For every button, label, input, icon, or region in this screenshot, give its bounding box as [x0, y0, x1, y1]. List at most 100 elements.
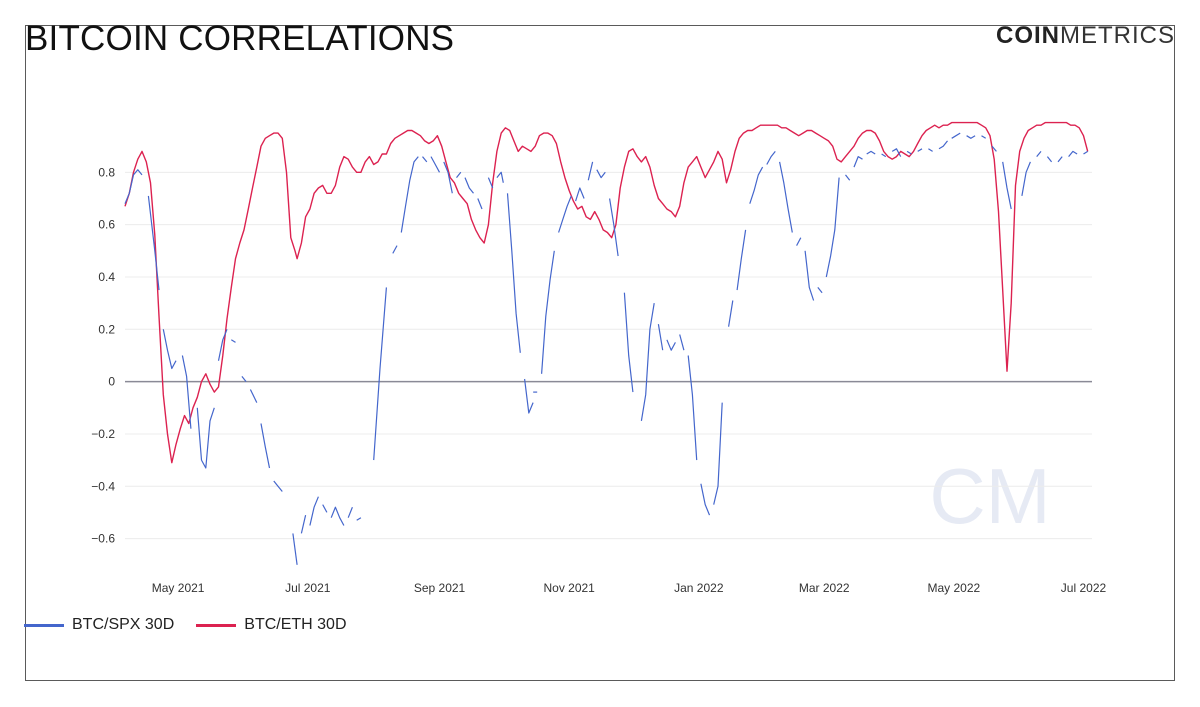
series-segment-btc-spx	[147, 195, 160, 291]
series-segment-btc-spx	[679, 334, 685, 351]
series-segment-btc-spx	[623, 292, 634, 393]
series-segment-btc-spx	[249, 389, 258, 403]
series-segment-btc-spx	[392, 245, 398, 254]
series-segment-btc-spx	[241, 376, 247, 382]
series-segment-btc-spx	[766, 151, 776, 165]
series-segment-btc-spx	[541, 250, 555, 374]
legend-swatch-btc-spx	[24, 623, 64, 627]
series-segment-btc-spx	[524, 378, 534, 414]
series-segment-btc-spx	[373, 287, 387, 461]
series-segment-btc-spx	[300, 514, 307, 534]
series-segment-btc-spx	[991, 145, 997, 152]
series-segment-btc-spx	[587, 161, 594, 181]
series-segment-btc-spx	[981, 135, 987, 139]
series-segment-btc-spx	[779, 161, 793, 233]
series-segment-btc-spx	[322, 504, 328, 513]
legend-item-btc-spx[interactable]: BTC/SPX 30D	[24, 616, 174, 634]
series-segment-btc-spx	[162, 329, 177, 370]
series-segment-btc-spx	[1083, 150, 1089, 155]
series-segment-btc-spx	[640, 303, 655, 421]
series-segment-btc-spx	[430, 156, 441, 173]
series-segment-btc-spx	[657, 324, 664, 351]
series-segment-btc-spx	[464, 177, 474, 194]
series-segment-btc-spx	[845, 174, 851, 181]
series-segment-btc-spx	[906, 150, 912, 155]
y-tick-label: −0.4	[91, 479, 115, 493]
series-segment-btc-spx	[400, 156, 419, 233]
legend: BTC/SPX 30D BTC/ETH 30D	[24, 616, 347, 634]
series-segment-btc-spx	[1036, 151, 1042, 157]
series-segment-btc-spx	[796, 237, 802, 246]
series-segment-btc-spx	[951, 132, 961, 139]
x-axis-ticks: May 2021 Jul 2021 Sep 2021 Nov 2021 Jan 2022…	[152, 581, 1107, 595]
series-segment-btc-spx	[687, 355, 698, 461]
y-tick-label: 0.8	[98, 165, 115, 179]
series-segment-btc-spx	[1021, 161, 1031, 197]
logo-word-metrics: METRICS	[1060, 22, 1175, 49]
series-segment-btc-spx	[938, 140, 948, 150]
chart-frame	[25, 25, 1175, 681]
series-segment-btc-spx	[917, 148, 923, 152]
series-line-btc-eth	[124, 121, 1089, 464]
x-tick-label: Jul 2021	[285, 581, 331, 595]
series-segment-btc-spx	[853, 156, 863, 168]
series-segment-btc-spx	[558, 195, 572, 233]
series-segment-btc-spx	[273, 480, 283, 492]
series-segment-btc-spx	[700, 483, 711, 516]
series-segment-btc-spx	[596, 169, 606, 179]
series-segment-btc-spx	[928, 148, 933, 152]
x-tick-label: May 2022	[928, 581, 981, 595]
grid-lines	[125, 171, 1092, 540]
y-tick-label: −0.2	[91, 427, 115, 441]
series-segment-btc-spx	[966, 135, 976, 139]
y-tick-label: −0.6	[91, 532, 115, 546]
legend-swatch-btc-eth	[196, 623, 237, 627]
series-segment-btc-spx	[1057, 156, 1063, 163]
y-tick-label: 0	[108, 375, 115, 389]
series-segment-btc-spx	[260, 423, 271, 469]
y-tick-label: 0.2	[98, 322, 115, 336]
series-segment-btc-spx	[749, 166, 764, 204]
series-segment-btc-spx	[881, 153, 887, 158]
series-segment-btc-spx	[347, 506, 353, 518]
series-segment-btc-spx	[1068, 150, 1078, 157]
series-segment-btc-spx	[456, 171, 462, 178]
series-segment-btc-spx	[609, 198, 619, 257]
series-btc-spx	[124, 132, 1089, 565]
x-tick-label: Nov 2021	[543, 581, 595, 595]
series-segment-btc-spx	[866, 150, 876, 155]
series-segment-btc-spx	[309, 496, 319, 526]
series-segment-btc-spx	[330, 506, 345, 526]
series-segment-btc-spx	[1002, 161, 1012, 210]
series-segment-btc-spx	[891, 148, 902, 157]
legend-item-btc-eth[interactable]: BTC/ETH 30D	[196, 616, 347, 634]
series-segment-btc-spx	[736, 229, 747, 291]
series-segment-btc-spx	[487, 177, 494, 189]
legend-label-btc-eth: BTC/ETH 30D	[244, 616, 347, 633]
series-segment-btc-spx	[422, 156, 428, 163]
series-segment-btc-spx	[443, 161, 453, 194]
x-tick-label: Jan 2022	[674, 581, 724, 595]
series-segment-btc-spx	[124, 169, 143, 204]
series-segment-btc-spx	[217, 329, 228, 361]
series-segment-btc-spx	[825, 177, 840, 278]
series-segment-btc-spx	[728, 300, 734, 327]
y-axis-ticks: −0.6 −0.4 −0.2 0 0.2 0.4 0.6 0.8	[91, 165, 115, 545]
series-segment-btc-spx	[804, 250, 815, 301]
series-segment-btc-spx	[196, 407, 215, 469]
series-btc-eth	[124, 121, 1089, 464]
series-segment-btc-spx	[496, 171, 504, 183]
coinmetrics-logo: COINMETRICS	[996, 22, 1175, 50]
cm-watermark: CM	[929, 452, 1050, 540]
chart-title: BITCOIN CORRELATIONS	[25, 19, 455, 58]
series-segment-btc-spx	[181, 355, 192, 429]
series-segment-btc-spx	[817, 287, 823, 294]
y-tick-label: 0.6	[98, 218, 115, 232]
legend-label-btc-spx: BTC/SPX 30D	[72, 616, 175, 633]
x-tick-label: Sep 2021	[414, 581, 466, 595]
y-tick-label: 0.4	[98, 270, 115, 284]
x-tick-label: Jul 2022	[1061, 581, 1107, 595]
x-tick-label: Mar 2022	[799, 581, 850, 595]
logo-word-coin: COIN	[996, 22, 1060, 49]
